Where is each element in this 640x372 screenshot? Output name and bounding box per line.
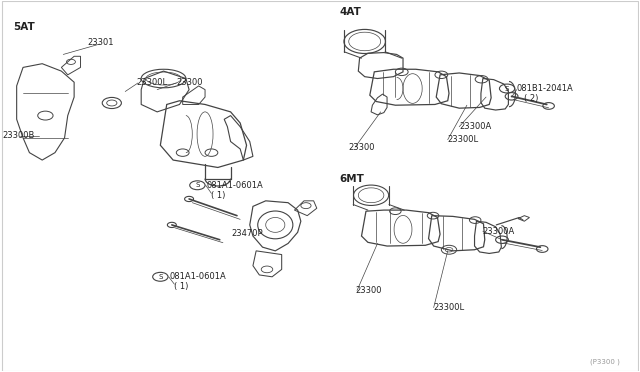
- Text: (P3300 ): (P3300 ): [590, 359, 620, 365]
- Text: 23301: 23301: [87, 38, 113, 47]
- Text: 23300: 23300: [176, 78, 203, 87]
- Text: 23300B: 23300B: [2, 131, 35, 141]
- Text: S: S: [158, 274, 163, 280]
- Text: 23300: 23300: [349, 142, 375, 151]
- Text: ( 2): ( 2): [524, 94, 539, 103]
- Text: 23300L: 23300L: [136, 78, 167, 87]
- Text: 5AT: 5AT: [13, 22, 35, 32]
- Text: S: S: [195, 182, 200, 188]
- Text: 081A1-0601A: 081A1-0601A: [207, 181, 264, 190]
- Text: 23300A: 23300A: [460, 122, 492, 131]
- Text: 23470P: 23470P: [232, 229, 264, 238]
- Text: 081A1-0601A: 081A1-0601A: [170, 272, 227, 281]
- Text: 23300L: 23300L: [434, 303, 465, 312]
- Text: 23300L: 23300L: [448, 135, 479, 144]
- Text: 4AT: 4AT: [339, 7, 361, 17]
- Text: ( 1): ( 1): [211, 191, 226, 200]
- Text: 081B1-2041A: 081B1-2041A: [516, 84, 573, 93]
- Text: 23300: 23300: [355, 286, 381, 295]
- Text: 6MT: 6MT: [339, 174, 364, 184]
- Text: ( 1): ( 1): [174, 282, 189, 291]
- Text: S: S: [505, 86, 509, 92]
- Text: 23300A: 23300A: [483, 227, 515, 236]
